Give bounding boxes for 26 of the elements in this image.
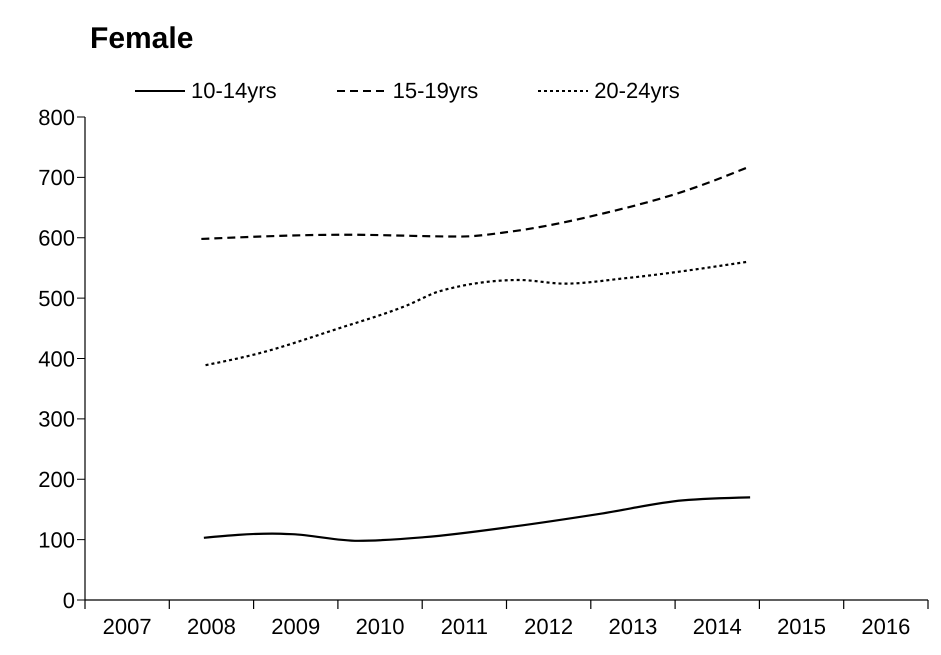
chart-title: Female xyxy=(89,21,194,57)
line-series xyxy=(202,496,752,542)
y-tick-label: 600 xyxy=(38,226,75,251)
x-tick-label: 2015 xyxy=(777,614,826,639)
x-tick-label: 2012 xyxy=(524,614,574,639)
y-tick-label: 100 xyxy=(38,527,75,552)
legend-label: 15-19yrs xyxy=(392,78,478,104)
x-tick-label: 2014 xyxy=(692,614,742,639)
y-tick-label: 400 xyxy=(38,346,75,372)
x-tick-label: 2010 xyxy=(356,614,405,639)
y-tick-label: 500 xyxy=(38,286,75,311)
legend-label: 20-24yrs xyxy=(594,78,680,104)
x-tick-label: 2011 xyxy=(440,614,488,639)
x-tick-label: 2016 xyxy=(861,614,910,639)
y-tick-label: 200 xyxy=(38,467,75,492)
legend-label: 10-14yrs xyxy=(191,78,277,104)
x-tick-label: 2008 xyxy=(186,614,236,639)
x-tick-label: 2013 xyxy=(608,614,658,639)
line-series xyxy=(200,166,748,240)
line-series xyxy=(204,260,748,366)
y-tick-label: 700 xyxy=(38,165,75,190)
x-tick-label: 2009 xyxy=(271,614,320,639)
y-tick-label: 0 xyxy=(62,588,75,613)
y-tick-label: 300 xyxy=(38,406,75,432)
y-tick-label: 800 xyxy=(38,104,75,130)
x-tick-label: 2007 xyxy=(102,614,152,639)
